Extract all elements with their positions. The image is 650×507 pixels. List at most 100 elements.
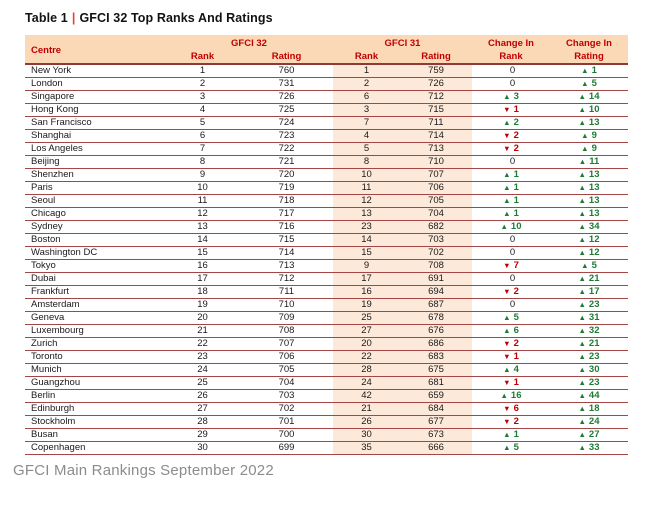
change-in-rating-cell: ▲ 32	[550, 324, 628, 338]
change-in-rank-cell: ▼ 1	[472, 376, 550, 390]
gfci32-rating-cell: 724	[240, 116, 333, 130]
table-row: New York 1 760 1 759 0 ▲ 1	[25, 64, 628, 78]
centre-cell: Berlin	[25, 389, 165, 403]
change-value: 7	[513, 260, 519, 271]
change-value: 13	[588, 208, 600, 219]
gfci31-rating-cell: 704	[400, 207, 472, 221]
table-row: Amsterdam 19 710 19 687 0 ▲ 23	[25, 298, 628, 312]
change-in-rating-cell: ▲ 12	[550, 246, 628, 260]
gfci31-rating-cell: 712	[400, 90, 472, 104]
change-in-rank-cell: ▼ 1	[472, 103, 550, 117]
gfci31-rank-cell: 20	[333, 337, 400, 351]
gfci31-rank-cell: 15	[333, 246, 400, 260]
gfci31-rank-cell: 30	[333, 428, 400, 442]
change-in-rating-cell: ▲ 1	[550, 64, 628, 78]
gfci32-rank-cell: 11	[165, 194, 240, 208]
gfci32-rating-cell: 709	[240, 311, 333, 325]
change-value: 1	[513, 195, 519, 206]
gfci32-rank-cell: 21	[165, 324, 240, 338]
centre-cell: Beijing	[25, 155, 165, 169]
change-in-rank-cell: ▼ 1	[472, 350, 550, 364]
up-triangle-icon: ▲	[578, 221, 586, 231]
up-triangle-icon: ▲	[578, 351, 586, 361]
up-triangle-icon: ▲	[503, 208, 511, 218]
change-in-rank-cell: ▲ 1	[472, 168, 550, 182]
up-triangle-icon: ▲	[578, 208, 586, 218]
change-value: 13	[588, 195, 600, 206]
table-row: Toronto 23 706 22 683 ▼ 1 ▲ 23	[25, 350, 628, 364]
table-row: Los Angeles 7 722 5 713 ▼ 2 ▲ 9	[25, 142, 628, 156]
table-row: Seoul 11 718 12 705 ▲ 1 ▲ 13	[25, 194, 628, 208]
change-in-rating-cell: ▲ 10	[550, 103, 628, 117]
gfci31-rating-cell: 681	[400, 376, 472, 390]
change-value: 23	[588, 377, 600, 388]
down-triangle-icon: ▼	[503, 416, 511, 426]
centre-cell: Geneva	[25, 311, 165, 325]
change-in-rating-cell: ▲ 33	[550, 441, 628, 455]
centre-cell: Paris	[25, 181, 165, 195]
table-row: Shanghai 6 723 4 714 ▼ 2 ▲ 9	[25, 129, 628, 143]
change-value: 0	[509, 65, 516, 76]
up-triangle-icon: ▲	[500, 390, 508, 400]
change-in-rating-cell: ▲ 31	[550, 311, 628, 325]
gfci32-rating-cell: 715	[240, 233, 333, 247]
up-triangle-icon: ▲	[503, 325, 511, 335]
gfci32-rating-cell: 701	[240, 415, 333, 429]
gfci31-rank-cell: 9	[333, 259, 400, 273]
centre-cell: Los Angeles	[25, 142, 165, 156]
change-in-rating-cell: ▲ 5	[550, 259, 628, 273]
centre-cell: Zurich	[25, 337, 165, 351]
change-value: 2	[513, 143, 519, 154]
change-in-rating-cell: ▲ 23	[550, 376, 628, 390]
centre-cell: Shenzhen	[25, 168, 165, 182]
down-triangle-icon: ▼	[503, 286, 511, 296]
table-row: Paris 10 719 11 706 ▲ 1 ▲ 13	[25, 181, 628, 195]
change-in-rating-cell: ▲ 27	[550, 428, 628, 442]
gfci31-rank-cell: 28	[333, 363, 400, 377]
change-in-rank-cell: ▲ 2	[472, 116, 550, 130]
table-row: Frankfurt 18 711 16 694 ▼ 2 ▲ 17	[25, 285, 628, 299]
centre-cell: Washington DC	[25, 246, 165, 260]
centre-cell: Luxembourg	[25, 324, 165, 338]
change-in-rank-cell: ▲ 6	[472, 324, 550, 338]
up-triangle-icon: ▲	[578, 325, 586, 335]
table-row: Beijing 8 721 8 710 0 ▲ 11	[25, 155, 628, 169]
gfci32-rank-cell: 8	[165, 155, 240, 169]
change-value: 0	[509, 273, 516, 284]
gfci31-rank-cell: 24	[333, 376, 400, 390]
gfci32-rank-cell: 14	[165, 233, 240, 247]
change-value: 1	[513, 169, 519, 180]
table-row: Washington DC 15 714 15 702 0 ▲ 12	[25, 246, 628, 260]
gfci31-rank-cell: 6	[333, 90, 400, 104]
table-row: Tokyo 16 713 9 708 ▼ 7 ▲ 5	[25, 259, 628, 273]
change-in-rating-cell: ▲ 18	[550, 402, 628, 416]
gfci32-rating-cell: 725	[240, 103, 333, 117]
up-triangle-icon: ▲	[578, 156, 587, 166]
down-triangle-icon: ▼	[503, 260, 511, 270]
gfci32-rank-cell: 27	[165, 402, 240, 416]
gfci31-rank-cell: 42	[333, 389, 400, 403]
gfci32-rating-cell: 760	[240, 64, 333, 78]
table-row: Berlin 26 703 42 659 ▲ 16 ▲ 44	[25, 389, 628, 403]
change-in-rank-cell: 0	[472, 272, 550, 286]
up-triangle-icon: ▲	[578, 117, 586, 127]
up-triangle-icon: ▲	[578, 91, 586, 101]
gfci32-rating-cell: 708	[240, 324, 333, 338]
gfci31-rank-cell: 12	[333, 194, 400, 208]
up-triangle-icon: ▲	[578, 299, 586, 309]
gfci32-rating-cell: 703	[240, 389, 333, 403]
table-row: Geneva 20 709 25 678 ▲ 5 ▲ 31	[25, 311, 628, 325]
change-value: 4	[513, 364, 519, 375]
change-value: 27	[588, 429, 600, 440]
change-value: 2	[513, 338, 519, 349]
gfci32-rank-cell: 2	[165, 77, 240, 91]
change-value: 31	[588, 312, 600, 323]
gfci32-rating-cell: 718	[240, 194, 333, 208]
up-triangle-icon: ▲	[578, 273, 586, 283]
centre-cell: Copenhagen	[25, 441, 165, 455]
gfci31-rating-cell: 678	[400, 311, 472, 325]
centre-cell: Shanghai	[25, 129, 165, 143]
change-in-rating-cell: ▲ 12	[550, 233, 628, 247]
gfci31-rating-cell: 713	[400, 142, 472, 156]
table-title-prefix: Table 1	[25, 11, 68, 25]
